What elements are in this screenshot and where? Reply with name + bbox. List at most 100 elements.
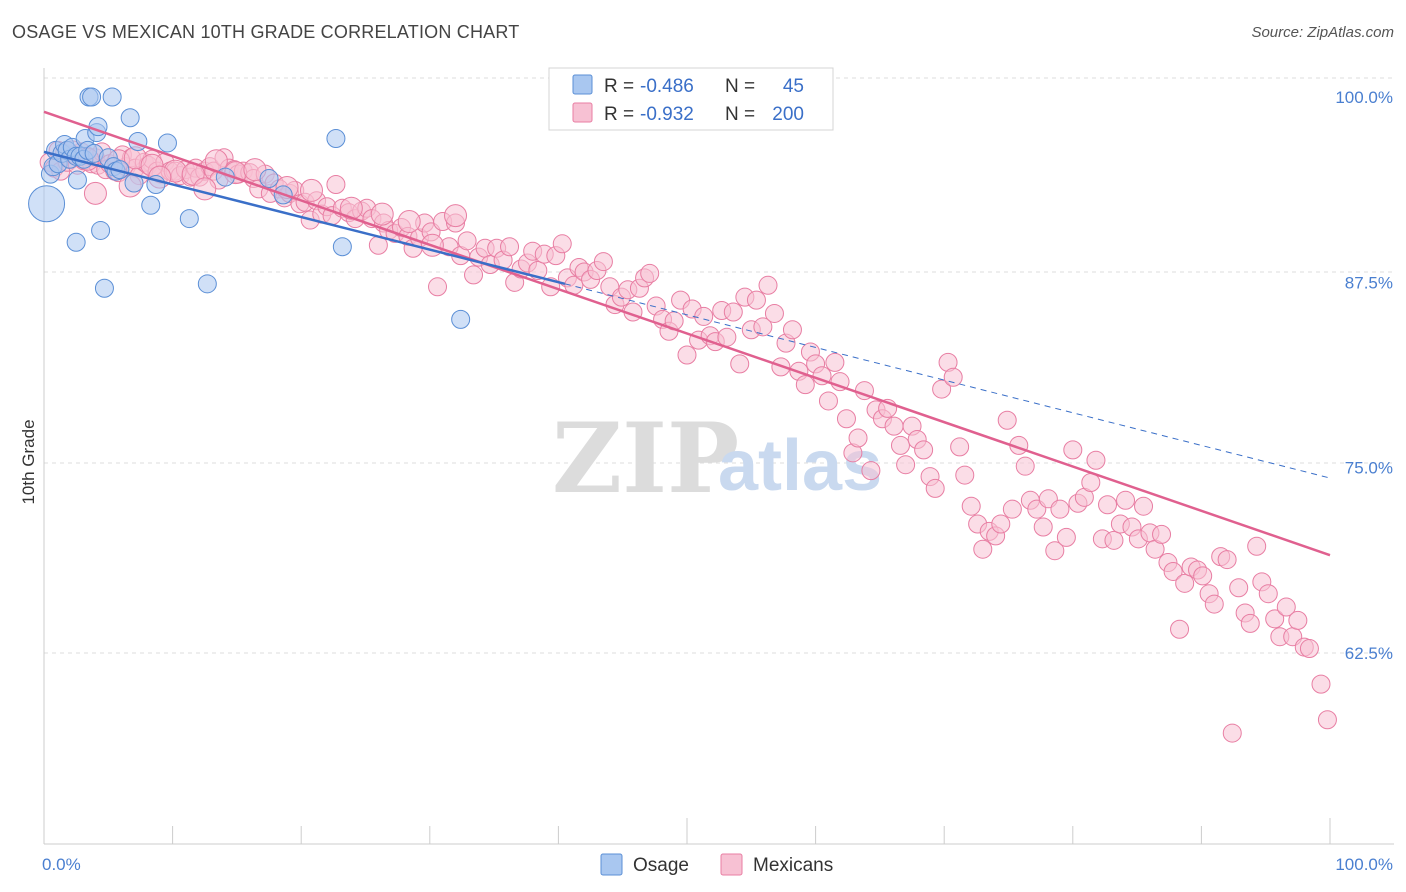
osage-point [91,220,111,240]
mexicans-point [764,303,784,323]
mexicans-point [1134,496,1154,516]
mexicans-point [955,465,975,485]
mexicans-point [973,539,993,559]
mexicans-point [193,177,217,201]
mexicans-point [1163,561,1183,581]
osage-point [66,232,86,252]
mexicans-point [1193,566,1213,586]
mexicans-point [861,461,881,481]
mexicans-point [1311,674,1331,694]
osage-point [326,129,346,149]
osage-point [197,274,217,294]
y-tick-label: 87.5% [1345,273,1393,292]
mexicans-point [997,410,1017,430]
y-axis-label: 10th Grade [19,419,38,504]
legend-swatch-mexicans [572,102,593,123]
legend-n-value-mexicans: 200 [772,104,804,125]
mexicans-point [640,263,660,283]
mexicans-point [818,391,838,411]
osage-point [82,87,102,107]
mexicans-point [795,375,815,395]
mexicans-point [1056,527,1076,547]
legend-n-label-osage: N = [725,76,755,97]
mexicans-point [932,379,952,399]
legend-n-value-osage: 45 [783,76,804,97]
mexicans-point [457,231,477,251]
y-tick-label: 75.0% [1345,459,1393,478]
bottom-legend-swatch-mexicans [720,853,743,876]
mexicans-point [1258,584,1278,604]
mexicans-point [1204,594,1224,614]
mexicans-point [782,320,802,340]
mexicans-trend-line [43,110,1331,557]
mexicans-point [694,306,714,326]
mexicans-point [83,181,107,205]
mexicans-point [723,302,743,322]
watermark: ZIP atlas [552,402,882,515]
bottom-legend-label-osage: Osage [633,855,689,876]
mexicans-point [925,478,945,498]
axes: 62.5% 75.0% 87.5% 100.0% 0.0% 100.0% [42,68,1394,874]
mexicans-point [914,440,934,460]
bottom-legend-swatch-osage [600,853,623,876]
osage-points [28,87,471,329]
watermark-zip: ZIP [552,402,739,515]
bottom-legend: Osage Mexicans [600,853,833,876]
osage-point [102,87,122,107]
mexicans-point [1247,536,1267,556]
y-tick-label: 100.0% [1335,88,1393,107]
osage-point [332,237,352,257]
osage-point [451,309,471,329]
osage-trend-line [43,150,566,286]
mexicans-point [1276,597,1296,617]
mexicans-point [746,290,766,310]
mexicans-point [961,496,981,516]
mexicans-point [464,265,484,285]
mexicans-point [677,345,697,365]
mexicans-point [1063,440,1083,460]
mexicans-point [753,317,773,337]
mexicans-point [730,354,750,374]
osage-point [179,209,199,229]
mexicans-point [299,178,323,202]
mexicans-point [1288,610,1308,630]
mexicans-point [1033,517,1053,537]
mexicans-point [991,514,1011,534]
osage-point [28,185,66,223]
mexicans-point [1217,550,1237,570]
chart-source: Source: ZipAtlas.com [1251,24,1394,41]
mexicans-point [1116,490,1136,510]
mexicans-point [444,204,468,228]
mexicans-point [717,327,737,347]
mexicans-point [884,416,904,436]
osage-point [120,108,140,128]
mexicans-point [1045,541,1065,561]
mexicans-point [950,437,970,457]
osage-point [259,169,279,189]
mexicans-point [326,174,346,194]
mexicans-point [896,455,916,475]
legend-n-label-mexicans: N = [725,104,755,125]
mexicans-point [1081,472,1101,492]
legend-r-value-mexicans: -0.932 [640,104,694,125]
osage-point [141,195,161,215]
mexicans-point [830,372,850,392]
mexicans-point [848,428,868,448]
legend-r-label-osage: R = [604,76,634,97]
chart-title: OSAGE VS MEXICAN 10TH GRADE CORRELATION … [12,22,520,42]
legend-r-value-osage: -0.486 [640,76,694,97]
mexicans-point [339,196,363,220]
legend-r-label-mexicans: R = [604,104,634,125]
mexicans-point [836,409,856,429]
legend-swatch-osage [572,74,593,95]
mexicans-point [825,352,845,372]
osage-point [157,133,177,153]
mexicans-point [1170,619,1190,639]
mexicans-point [1050,499,1070,519]
mexicans-point [370,202,394,226]
mexicans-point [1240,613,1260,633]
mexicans-point [1086,450,1106,470]
mexicans-point [1265,609,1285,629]
mexicans-point [397,210,421,234]
